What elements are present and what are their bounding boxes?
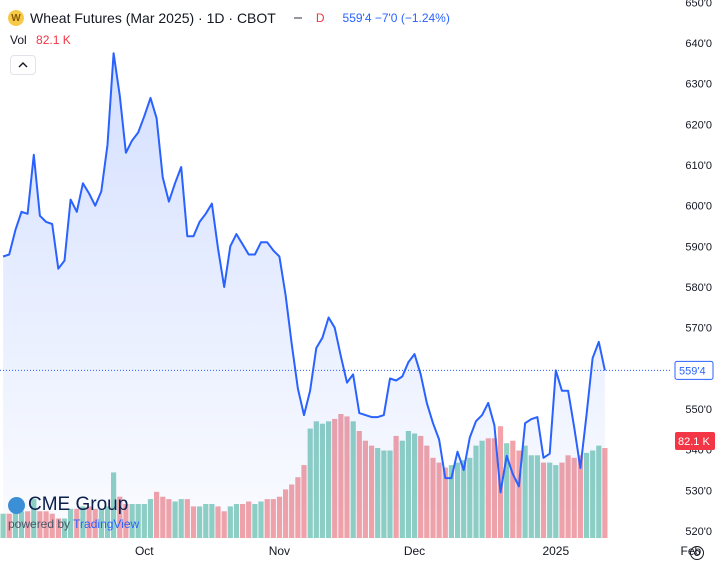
last-volume-label: 82.1 K [675,432,715,450]
y-tick-label: 630'0 [685,79,712,91]
y-tick-label: 520'0 [685,526,712,538]
y-tick-label: 570'0 [685,323,712,335]
y-tick-label: 550'0 [685,404,712,416]
price-quote: 559'4 −7'0 (−1.24%) [342,11,450,25]
time-axis[interactable]: Oct Nov Dec 2025 Feb [135,544,702,558]
provider-name: TradingView [73,517,140,531]
x-tick-label: 2025 [542,544,569,558]
x-tick-label: Dec [404,544,425,558]
symbol-legend: W Wheat Futures (Mar 2025) · 1D · CBOT D… [8,8,450,28]
last-volume-value: 82.1 K [678,436,710,448]
collapse-legend-button[interactable] [10,55,36,75]
y-tick-label: 650'0 [685,0,712,9]
symbol-title[interactable]: Wheat Futures (Mar 2025) · 1D · CBOT [30,10,276,26]
y-tick-label: 580'0 [685,282,712,294]
volume-label: Vol [10,33,27,47]
gear-icon[interactable] [690,546,704,560]
branding-logo[interactable]: CME Group powered by TradingView [8,494,139,531]
price-line [2,52,606,494]
y-tick-label: 640'0 [685,38,712,50]
volume-legend: Vol 82.1 K [10,33,71,47]
cme-globe-icon [8,496,25,514]
x-tick-label: Oct [135,544,154,558]
x-tick-label: Nov [269,544,290,558]
volume-value: 82.1 K [36,33,71,47]
y-tick-label: 600'0 [685,201,712,213]
wheat-symbol-icon: W [8,10,24,26]
chevron-up-icon [18,62,28,68]
y-tick-label: 610'0 [685,160,712,172]
price-axis[interactable]: 520'0530'0540'0550'0560'0570'0580'0590'0… [685,0,712,538]
y-tick-label: 620'0 [685,119,712,131]
last-price-value: 559'4 [679,365,706,377]
price-area-fill [3,53,605,538]
delayed-data-badge[interactable]: D [315,11,325,25]
y-tick-label: 590'0 [685,241,712,253]
powered-by-text: powered by [8,517,71,531]
brand-name: CME Group [28,494,129,515]
last-price-label: 559'4 [674,360,714,380]
y-tick-label: 530'0 [685,485,712,497]
minus-icon [293,17,302,19]
